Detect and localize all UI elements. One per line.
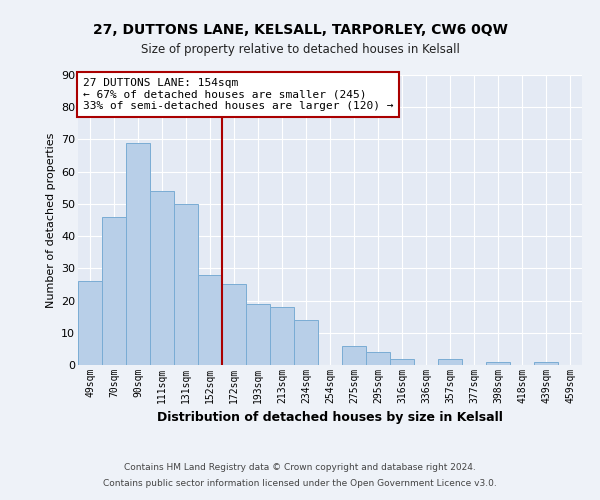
Text: Contains public sector information licensed under the Open Government Licence v3: Contains public sector information licen… (103, 478, 497, 488)
Text: 27, DUTTONS LANE, KELSALL, TARPORLEY, CW6 0QW: 27, DUTTONS LANE, KELSALL, TARPORLEY, CW… (92, 22, 508, 36)
Bar (270, 307, 294, 365)
Bar (246, 304, 270, 365)
Bar (534, 362, 558, 365)
Y-axis label: Number of detached properties: Number of detached properties (46, 132, 56, 308)
Bar (342, 346, 366, 365)
Bar (78, 281, 102, 365)
Text: Contains HM Land Registry data © Crown copyright and database right 2024.: Contains HM Land Registry data © Crown c… (124, 464, 476, 472)
Bar (150, 191, 174, 365)
Bar (486, 362, 510, 365)
Bar (102, 217, 126, 365)
Text: 27 DUTTONS LANE: 154sqm
← 67% of detached houses are smaller (245)
33% of semi-d: 27 DUTTONS LANE: 154sqm ← 67% of detache… (83, 78, 394, 111)
Bar (390, 358, 414, 365)
Bar (126, 142, 150, 365)
Bar (294, 320, 318, 365)
Text: Size of property relative to detached houses in Kelsall: Size of property relative to detached ho… (140, 42, 460, 56)
Bar (174, 204, 198, 365)
Bar (198, 275, 222, 365)
Bar (438, 358, 462, 365)
Bar (222, 284, 246, 365)
X-axis label: Distribution of detached houses by size in Kelsall: Distribution of detached houses by size … (157, 412, 503, 424)
Bar (366, 352, 390, 365)
